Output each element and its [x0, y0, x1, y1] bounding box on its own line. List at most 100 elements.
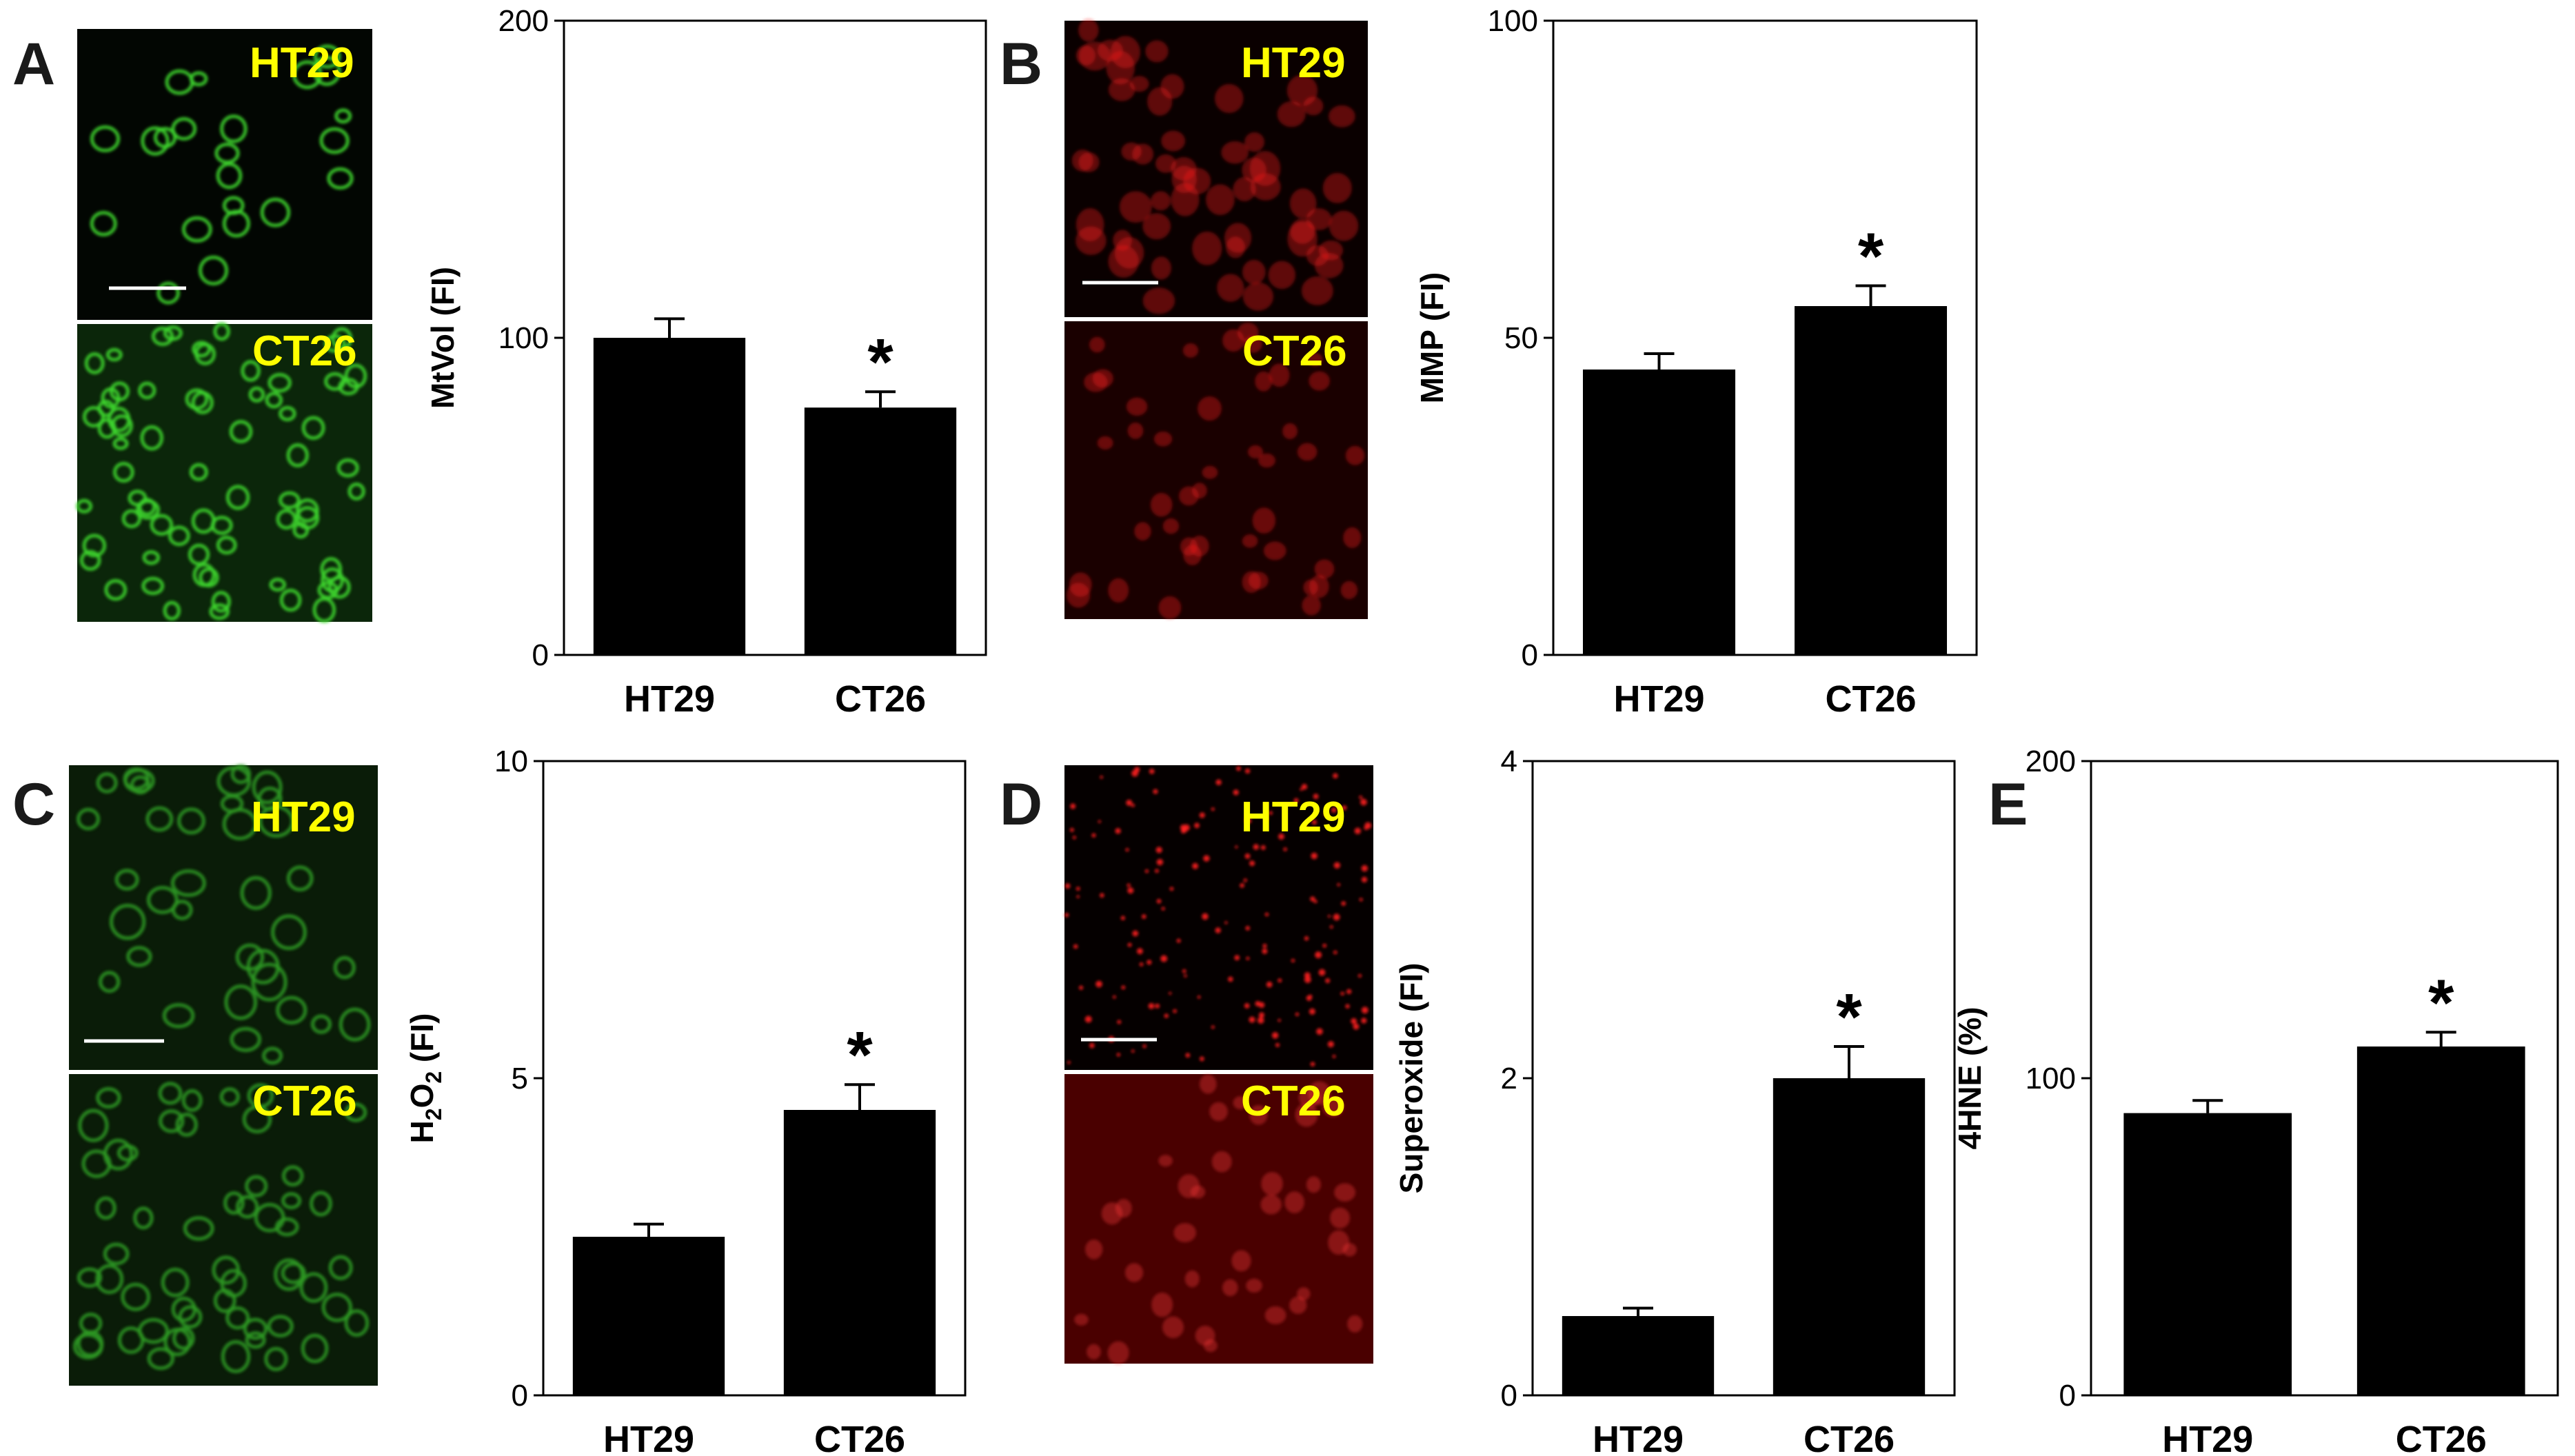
bar-ct26	[1794, 306, 1948, 655]
cell	[214, 142, 240, 164]
cell	[1202, 465, 1218, 479]
micrograph-d-ht29	[1064, 765, 1373, 1070]
cell	[1100, 776, 1103, 779]
bar-ct26	[2356, 1046, 2525, 1395]
cell	[279, 405, 296, 422]
cell	[1322, 1097, 1344, 1118]
cell	[153, 127, 177, 149]
cell	[1067, 583, 1091, 608]
cell	[1304, 825, 1307, 828]
cell	[1315, 951, 1322, 959]
cell	[301, 416, 325, 440]
y-tick-label: 0	[1501, 1379, 1517, 1413]
cell	[1215, 83, 1244, 113]
cell	[1354, 827, 1361, 834]
cell	[1255, 371, 1273, 392]
cell	[328, 1255, 353, 1280]
x-tick-label: HT29	[2162, 1419, 2253, 1456]
cell	[126, 946, 152, 967]
cell	[1184, 974, 1187, 978]
cell	[1260, 1195, 1282, 1215]
cell	[121, 509, 142, 529]
cell	[1311, 820, 1317, 825]
cell	[1156, 858, 1164, 866]
cell	[1244, 1003, 1250, 1009]
cell	[1314, 559, 1335, 579]
cell	[1252, 507, 1276, 534]
cell	[161, 1267, 190, 1297]
cell	[1221, 141, 1249, 164]
cell	[1264, 912, 1269, 917]
cell	[1329, 105, 1355, 128]
cell	[112, 437, 129, 450]
cell	[1076, 887, 1080, 891]
cell	[1127, 422, 1144, 439]
cell	[181, 216, 212, 243]
cell	[1217, 274, 1244, 302]
cell	[1243, 878, 1247, 882]
cell	[1346, 989, 1352, 994]
chart-a-mtvol: 0 100 200 MtVol (FI) HT29 * CT26	[425, 4, 987, 720]
micrograph-c-ct26	[69, 1074, 378, 1386]
image-label-b-top: HT29	[1241, 39, 1346, 87]
cell	[84, 352, 105, 374]
cell	[1116, 1053, 1121, 1057]
cell	[1246, 1278, 1262, 1293]
cell	[1249, 860, 1255, 867]
y-axis-label: Superoxide (FI)	[1393, 963, 1429, 1194]
cell	[1287, 221, 1317, 257]
cell	[1147, 87, 1173, 116]
cell	[1332, 1055, 1336, 1058]
cell	[79, 1313, 103, 1335]
cell	[1247, 818, 1252, 823]
cell	[295, 498, 319, 523]
cell	[1306, 208, 1332, 230]
cell	[248, 386, 265, 403]
cell	[1360, 798, 1367, 806]
cell	[1224, 921, 1228, 924]
y-axis-label: MtVol (FI)	[425, 267, 461, 409]
cell	[175, 1113, 198, 1137]
cell	[1155, 869, 1159, 873]
cell	[1330, 1207, 1351, 1228]
cell	[1089, 336, 1105, 353]
cell	[82, 534, 107, 558]
cell	[1144, 869, 1149, 873]
cell	[1342, 1243, 1357, 1257]
cell	[1302, 595, 1321, 616]
cell	[1244, 853, 1251, 859]
bar-ct26	[804, 407, 957, 655]
cell	[1306, 1176, 1321, 1193]
cell	[1258, 1012, 1264, 1018]
cell	[171, 869, 206, 897]
cell	[344, 1309, 370, 1337]
cell	[230, 764, 252, 785]
bar-ct26	[783, 1110, 936, 1395]
x-tick-label: CT26	[835, 678, 926, 720]
cell	[1313, 900, 1317, 904]
cell	[159, 1109, 185, 1133]
cell	[181, 1089, 203, 1112]
cell	[1153, 431, 1173, 447]
cell	[1333, 950, 1337, 955]
cell	[1353, 1023, 1360, 1030]
cell	[1249, 1105, 1268, 1125]
bar-ct26	[1773, 1078, 1926, 1395]
cell	[141, 576, 165, 596]
cell	[150, 514, 174, 536]
cell	[1334, 1183, 1356, 1202]
cell	[281, 1262, 306, 1284]
cell	[219, 1087, 240, 1106]
cell	[1263, 541, 1286, 560]
chart-d-superoxide: 0 2 4 Superoxide (FI) HT29 * CT26	[1393, 745, 1956, 1456]
cell	[1149, 769, 1155, 774]
significance-marker: *	[1836, 980, 1862, 1054]
cell	[1277, 101, 1306, 128]
cell	[1153, 789, 1158, 794]
cell	[220, 114, 248, 143]
cell	[142, 550, 161, 565]
bar-ht29	[2123, 1113, 2292, 1395]
cell	[1303, 97, 1324, 116]
y-tick-label: 2	[1501, 1062, 1517, 1095]
cell	[1235, 845, 1238, 849]
